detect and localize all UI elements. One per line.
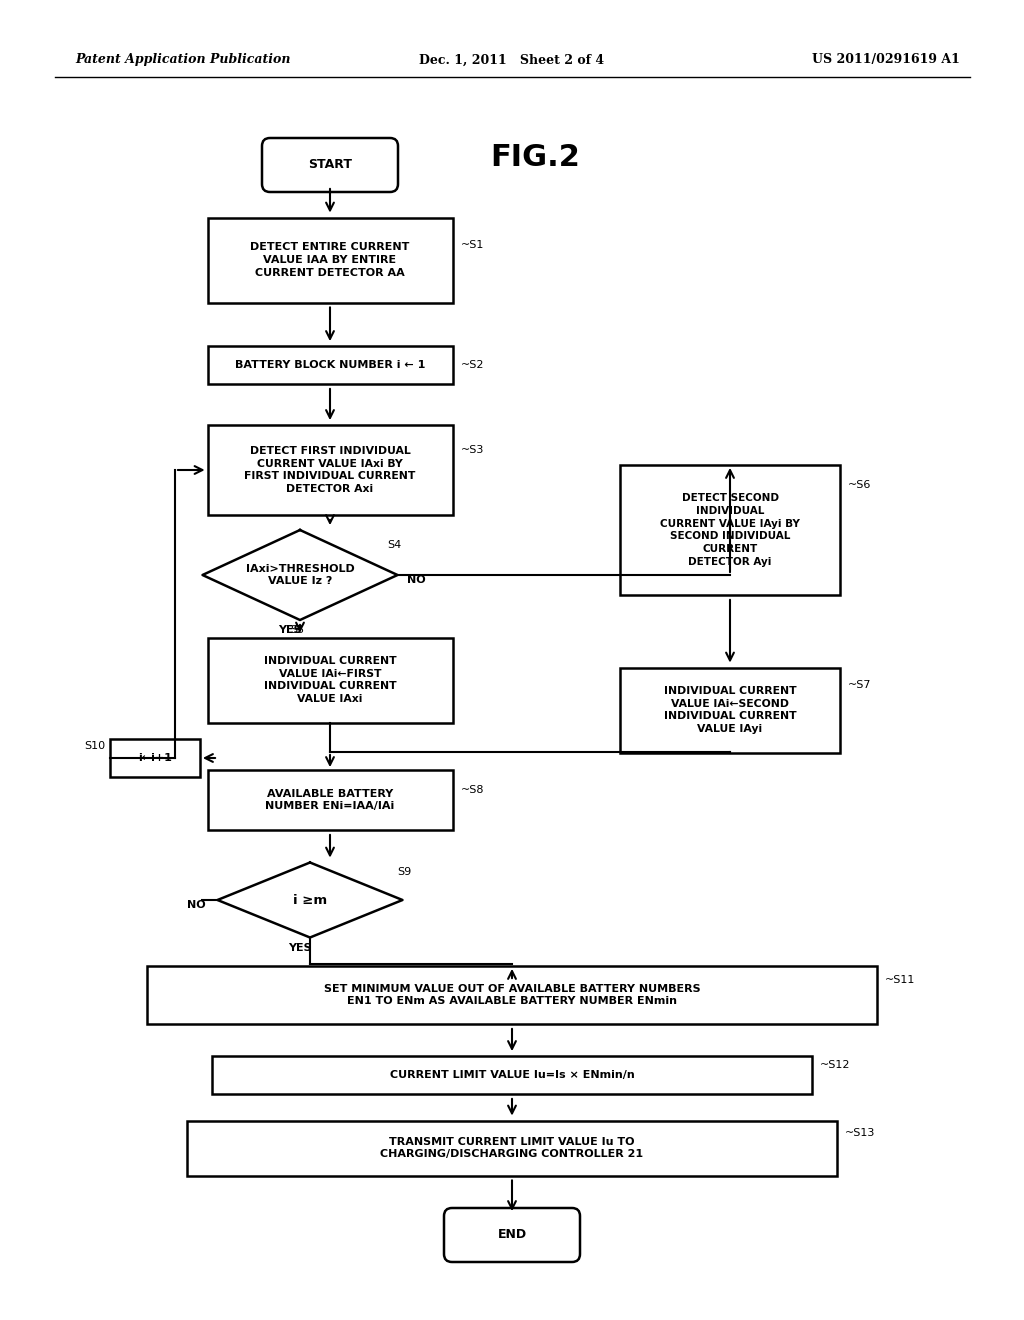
Text: S5: S5 — [290, 624, 304, 635]
Text: INDIVIDUAL CURRENT
VALUE IAi←FIRST
INDIVIDUAL CURRENT
VALUE IAxi: INDIVIDUAL CURRENT VALUE IAi←FIRST INDIV… — [264, 656, 396, 704]
Text: START: START — [308, 158, 352, 172]
FancyBboxPatch shape — [212, 1056, 812, 1094]
Text: DETECT SECOND
INDIVIDUAL
CURRENT VALUE IAyi BY
SECOND INDIVIDUAL
CURRENT
DETECTO: DETECT SECOND INDIVIDUAL CURRENT VALUE I… — [660, 492, 800, 568]
FancyBboxPatch shape — [620, 668, 840, 752]
FancyBboxPatch shape — [187, 1121, 837, 1176]
Text: INDIVIDUAL CURRENT
VALUE IAi←SECOND
INDIVIDUAL CURRENT
VALUE IAyi: INDIVIDUAL CURRENT VALUE IAi←SECOND INDI… — [664, 686, 797, 734]
Text: Dec. 1, 2011   Sheet 2 of 4: Dec. 1, 2011 Sheet 2 of 4 — [420, 54, 604, 66]
Text: ~S3: ~S3 — [461, 445, 484, 455]
Text: FIG.2: FIG.2 — [490, 144, 580, 173]
Text: S10: S10 — [84, 741, 105, 751]
Text: ~S11: ~S11 — [885, 975, 915, 985]
FancyBboxPatch shape — [444, 1208, 580, 1262]
Text: ~S7: ~S7 — [848, 680, 871, 690]
Text: ~S13: ~S13 — [845, 1129, 876, 1138]
Text: DETECT FIRST INDIVIDUAL
CURRENT VALUE IAxi BY
FIRST INDIVIDUAL CURRENT
DETECTOR : DETECT FIRST INDIVIDUAL CURRENT VALUE IA… — [245, 446, 416, 494]
FancyBboxPatch shape — [147, 966, 877, 1024]
Text: ~S12: ~S12 — [820, 1060, 851, 1071]
Text: ~S2: ~S2 — [461, 360, 484, 370]
Text: CURRENT LIMIT VALUE Iu=Is × ENmin/n: CURRENT LIMIT VALUE Iu=Is × ENmin/n — [389, 1071, 635, 1080]
FancyBboxPatch shape — [208, 218, 453, 302]
Text: US 2011/0291619 A1: US 2011/0291619 A1 — [812, 54, 961, 66]
Text: SET MINIMUM VALUE OUT OF AVAILABLE BATTERY NUMBERS
EN1 TO ENm AS AVAILABLE BATTE: SET MINIMUM VALUE OUT OF AVAILABLE BATTE… — [324, 983, 700, 1006]
FancyBboxPatch shape — [208, 346, 453, 384]
Text: S9: S9 — [397, 867, 412, 876]
Text: TRANSMIT CURRENT LIMIT VALUE Iu TO
CHARGING/DISCHARGING CONTROLLER 21: TRANSMIT CURRENT LIMIT VALUE Iu TO CHARG… — [381, 1137, 643, 1159]
Text: END: END — [498, 1229, 526, 1242]
Text: NO: NO — [408, 576, 426, 585]
Text: S4: S4 — [387, 540, 401, 550]
Text: Patent Application Publication: Patent Application Publication — [75, 54, 291, 66]
FancyBboxPatch shape — [208, 425, 453, 515]
Text: BATTERY BLOCK NUMBER i ← 1: BATTERY BLOCK NUMBER i ← 1 — [234, 360, 425, 370]
Text: i ≥m: i ≥m — [293, 894, 327, 907]
Text: YES: YES — [279, 624, 302, 635]
FancyBboxPatch shape — [110, 739, 200, 777]
Text: ~S6: ~S6 — [848, 480, 871, 490]
Text: ~S8: ~S8 — [461, 785, 484, 795]
Text: DETECT ENTIRE CURRENT
VALUE IAA BY ENTIRE
CURRENT DETECTOR AA: DETECT ENTIRE CURRENT VALUE IAA BY ENTIR… — [250, 242, 410, 277]
Text: IAxi>THRESHOLD
VALUE Iz ?: IAxi>THRESHOLD VALUE Iz ? — [246, 564, 354, 586]
FancyBboxPatch shape — [262, 139, 398, 191]
FancyBboxPatch shape — [620, 465, 840, 595]
FancyBboxPatch shape — [208, 638, 453, 722]
Text: AVAILABLE BATTERY
NUMBER ENi=IAA/IAi: AVAILABLE BATTERY NUMBER ENi=IAA/IAi — [265, 788, 394, 812]
Text: ~S1: ~S1 — [461, 240, 484, 249]
FancyBboxPatch shape — [208, 770, 453, 830]
Text: YES: YES — [288, 942, 312, 953]
Text: NO: NO — [186, 900, 206, 909]
Text: i←i+1: i←i+1 — [138, 752, 172, 763]
